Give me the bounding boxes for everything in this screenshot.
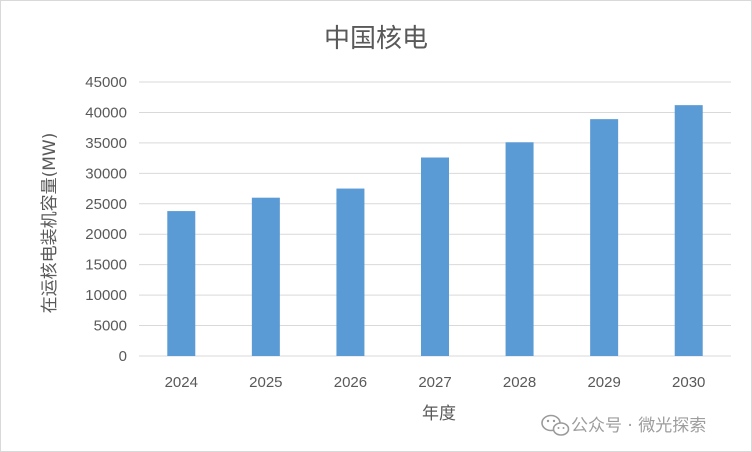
y-tick-label: 5000 — [94, 318, 127, 335]
y-axis-title: 在运核电装机容量(MW) — [40, 133, 60, 314]
bar-2024 — [167, 211, 196, 356]
y-tick-label: 15000 — [85, 257, 127, 274]
y-tick-labels: 0 5000 10000 15000 20000 25000 30000 35000 40000… — [85, 74, 127, 365]
y-tick-label: 10000 — [85, 287, 127, 304]
y-tick-label: 0 — [119, 348, 127, 365]
bars — [167, 105, 703, 357]
y-tick-label: 20000 — [85, 226, 127, 243]
x-tick-labels: 2024 2025 2026 2027 2028 2029 2030 — [165, 374, 706, 391]
bar-2030 — [674, 105, 703, 356]
y-tick-label: 25000 — [85, 196, 127, 213]
y-tick-label: 45000 — [85, 74, 127, 91]
x-tick-label: 2029 — [587, 374, 620, 391]
bar-2025 — [251, 197, 280, 356]
y-tick-label: 35000 — [85, 135, 127, 152]
watermark: 公众号 · 微光探索 — [541, 414, 706, 436]
bar-2028 — [505, 142, 534, 356]
x-tick-label: 2030 — [672, 374, 705, 391]
bar-2026 — [336, 188, 365, 356]
y-tick-label: 40000 — [85, 104, 127, 121]
x-tick-label: 2028 — [503, 374, 536, 391]
watermark-text: 公众号 · 微光探索 — [571, 416, 706, 436]
wechat-icon — [541, 414, 570, 436]
x-tick-label: 2024 — [165, 374, 198, 391]
x-tick-label: 2026 — [334, 374, 367, 391]
x-axis-title: 年度 — [422, 404, 456, 424]
bar-2029 — [590, 119, 619, 357]
bar-2027 — [421, 157, 449, 356]
chart-title: 中国核电 — [324, 24, 428, 54]
x-tick-label: 2025 — [249, 374, 282, 391]
y-tick-label: 30000 — [85, 165, 127, 182]
x-tick-label: 2027 — [418, 374, 451, 391]
